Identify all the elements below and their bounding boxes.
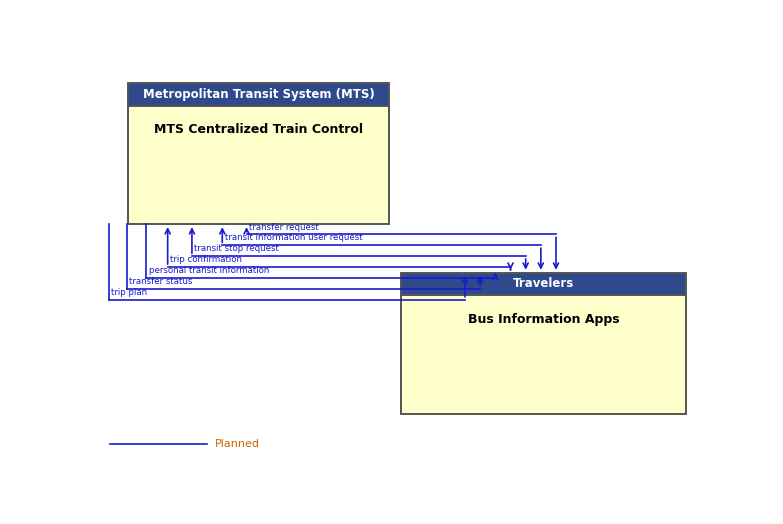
Bar	[128, 106, 389, 224]
Bar	[128, 83, 389, 106]
Bar	[128, 83, 389, 224]
Text: Travelers: Travelers	[514, 278, 575, 290]
Text: Metropolitan Transit System (MTS): Metropolitan Transit System (MTS)	[143, 88, 374, 101]
Text: personal transit information: personal transit information	[149, 266, 269, 275]
Text: Bus Information Apps: Bus Information Apps	[468, 312, 619, 325]
Bar	[402, 272, 687, 414]
Text: MTS Centralized Train Control: MTS Centralized Train Control	[154, 123, 363, 136]
Text: transfer request: transfer request	[249, 223, 319, 232]
Text: transfer status: transfer status	[129, 277, 193, 286]
Bar	[402, 296, 687, 414]
Text: transit stop request: transit stop request	[194, 244, 280, 253]
Text: Planned: Planned	[215, 439, 259, 449]
Text: transit information user request: transit information user request	[225, 233, 363, 243]
Text: trip plan: trip plan	[111, 288, 147, 297]
Text: trip confirmation: trip confirmation	[170, 255, 242, 264]
Bar	[402, 272, 687, 296]
